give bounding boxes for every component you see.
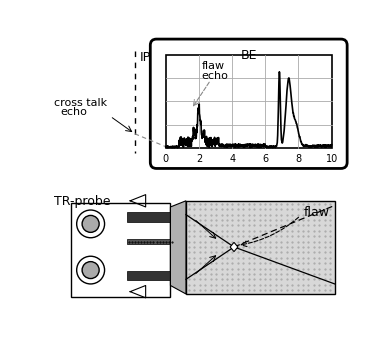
Bar [186, 201, 335, 294]
Text: 2: 2 [196, 154, 202, 164]
Circle shape [77, 210, 104, 238]
Text: IP: IP [139, 51, 151, 63]
FancyBboxPatch shape [150, 39, 347, 168]
Text: BE: BE [240, 49, 257, 62]
Bar [127, 239, 174, 244]
Circle shape [77, 256, 104, 284]
Text: 8: 8 [295, 154, 301, 164]
Bar [127, 271, 170, 280]
Text: cross talk: cross talk [54, 98, 107, 108]
Polygon shape [230, 243, 238, 252]
Text: 0: 0 [163, 154, 169, 164]
Bar [166, 55, 332, 148]
Text: 6: 6 [262, 154, 268, 164]
Polygon shape [170, 201, 186, 294]
Text: 4: 4 [229, 154, 235, 164]
Bar [71, 203, 170, 297]
Text: 10: 10 [326, 154, 338, 164]
Text: echo: echo [60, 107, 87, 117]
Text: TR-probe: TR-probe [54, 195, 111, 208]
Text: echo: echo [202, 71, 228, 81]
Bar [127, 212, 170, 221]
Text: flaw: flaw [304, 206, 330, 219]
Text: flaw: flaw [202, 61, 225, 71]
Circle shape [82, 262, 99, 278]
Circle shape [82, 215, 99, 233]
